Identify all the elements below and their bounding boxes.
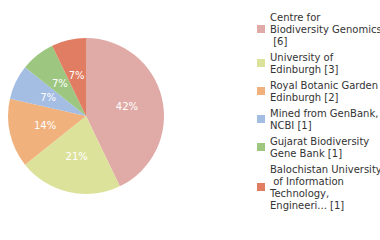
svg-text:42%: 42% [116,101,138,112]
svg-text:21%: 21% [66,151,88,162]
svg-text:[6]: [6] [270,36,287,47]
svg-text:7%: 7% [40,92,56,103]
svg-text:Edinburgh [2]: Edinburgh [2] [270,92,339,103]
svg-text:Edinburgh [3]: Edinburgh [3] [270,64,339,75]
svg-text:University of: University of [270,52,336,63]
svg-text:Centre for: Centre for [270,12,324,23]
svg-text:14%: 14% [34,120,56,131]
svg-text:Biodiversity Genomics: Biodiversity Genomics [270,24,380,35]
svg-text:Balochistan University: Balochistan University [270,164,380,175]
svg-text:7%: 7% [69,70,85,81]
svg-text:Technology,: Technology, [269,188,332,199]
svg-text:Royal Botanic Garden: Royal Botanic Garden [270,80,380,91]
svg-text:NCBI [1]: NCBI [1] [270,120,312,131]
svg-text:Engineeri... [1]: Engineeri... [1] [270,200,344,211]
svg-text:of Information: of Information [270,176,347,187]
svg-text:Gene Bank [1]: Gene Bank [1] [270,148,342,159]
svg-text:7%: 7% [52,78,68,89]
svg-text:Mined from GenBank,: Mined from GenBank, [270,108,380,119]
svg-text:Gujarat Biodiversity: Gujarat Biodiversity [270,136,372,147]
